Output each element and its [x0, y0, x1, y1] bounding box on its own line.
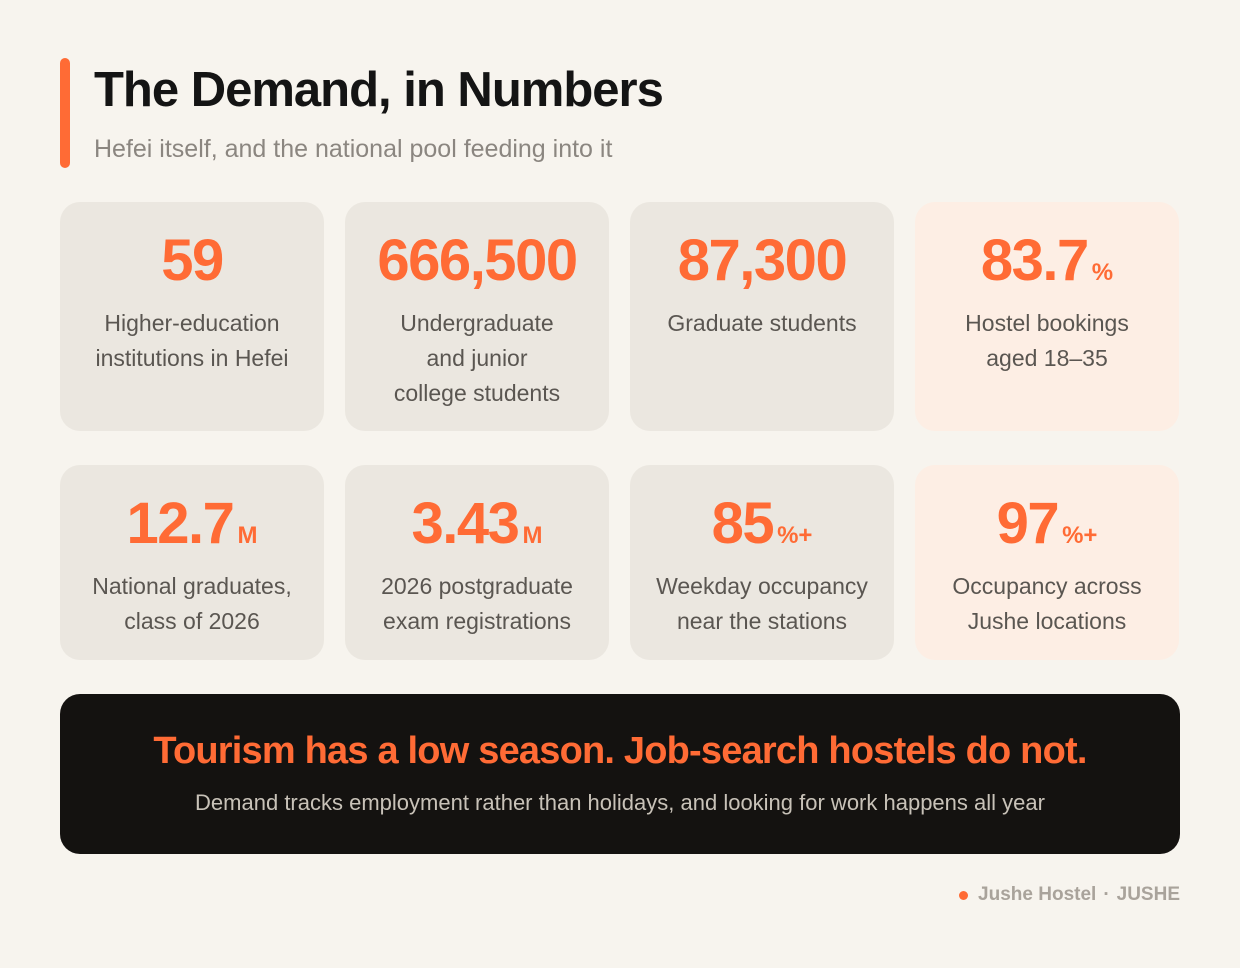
page-title: The Demand, in Numbers: [94, 63, 664, 117]
stat-label: Higher-education institutions in Hefei: [60, 306, 324, 376]
stat-label-line: Higher-education: [104, 310, 280, 336]
stat-label: Undergraduate and junior college student…: [345, 306, 609, 411]
stat-figure: 3.43 M: [345, 491, 609, 557]
stat-label-line: Jushe locations: [967, 608, 1127, 634]
footer-dot-icon: [959, 890, 969, 900]
stat-label-line: National graduates,: [92, 573, 292, 599]
stat-card-hostel-bookings: 83.7% Hostel bookings aged 18–35: [915, 202, 1179, 431]
stat-label-line: Hostel bookings: [965, 310, 1129, 336]
stat-figure: 59: [60, 228, 324, 294]
stat-card-weekday-occupancy: 85 %+ Weekday occupancy near the stations: [630, 465, 894, 660]
stat-card-institutions: 59 Higher-education institutions in Hefe…: [60, 202, 324, 431]
stat-value: 85: [711, 491, 775, 556]
stat-card-jushe-occupancy: 97 %+ Occupancy across Jushe locations: [915, 465, 1179, 660]
stat-label-line: 2026 postgraduate: [381, 573, 573, 599]
stat-value: 83.7: [980, 228, 1089, 293]
stat-figure: 12.7 M: [60, 491, 324, 557]
accent-bar: [60, 58, 70, 168]
banner-subtext: Demand tracks employment rather than hol…: [195, 790, 1045, 815]
stat-label-line: aged 18–35: [986, 345, 1108, 371]
stat-figure: 87,300: [630, 228, 894, 294]
stat-label-line: exam registrations: [383, 608, 571, 634]
stat-figure: 85 %+: [630, 491, 894, 557]
stat-label-line: institutions in Hefei: [95, 345, 289, 371]
footer-separator: ·: [1103, 884, 1110, 905]
stat-label: National graduates, class of 2026: [60, 569, 324, 639]
footer-tag: JUSHE: [1116, 884, 1180, 905]
stat-label-line: Weekday occupancy: [656, 573, 868, 599]
stat-figure: 97 %+: [915, 491, 1179, 557]
stat-label-line: college students: [393, 380, 561, 406]
stat-value: 97: [996, 491, 1060, 556]
stat-label-line: Graduate students: [667, 310, 857, 336]
stat-label: 2026 postgraduate exam registrations: [345, 569, 609, 639]
stat-suffix: M: [237, 522, 258, 549]
stat-suffix: M: [522, 522, 543, 549]
stat-card-undergraduates: 666,500 Undergraduate and junior college…: [345, 202, 609, 431]
banner-headline: Tourism has a low season. Job-search hos…: [153, 730, 1087, 772]
stat-card-national-graduates: 12.7 M National graduates, class of 2026: [60, 465, 324, 660]
stat-label-line: Undergraduate: [400, 310, 554, 336]
callout-banner: Tourism has a low season. Job-search hos…: [60, 694, 1180, 854]
stat-label-line: class of 2026: [124, 608, 260, 634]
stat-label-line: and junior: [426, 345, 528, 371]
stat-suffix: %+: [777, 522, 813, 549]
stat-suffix: %: [1091, 259, 1114, 286]
page-subtitle: Hefei itself, and the national pool feed…: [94, 135, 613, 163]
stat-label: Occupancy across Jushe locations: [915, 569, 1179, 639]
stat-value: 12.7: [126, 491, 235, 556]
stat-value: 3.43: [411, 491, 520, 556]
stat-value: 666,500: [377, 228, 578, 293]
stat-card-exam-registrations: 3.43 M 2026 postgraduate exam registratio…: [345, 465, 609, 660]
stat-label: Hostel bookings aged 18–35: [915, 306, 1179, 376]
stat-value: 87,300: [677, 228, 848, 293]
footer-brand: Jushe Hostel: [978, 884, 1097, 905]
stat-figure: 666,500: [345, 228, 609, 294]
stat-value: 59: [161, 228, 224, 293]
stat-figure: 83.7%: [915, 228, 1179, 294]
stat-suffix: %+: [1062, 522, 1098, 549]
stat-label: Weekday occupancy near the stations: [630, 569, 894, 639]
footer: Jushe Hostel · JUSHE: [959, 884, 1180, 906]
stat-label-line: near the stations: [676, 608, 848, 634]
stat-label: Graduate students: [630, 306, 894, 341]
stat-card-graduate-students: 87,300 Graduate students: [630, 202, 894, 431]
stat-label-line: Occupancy across: [952, 573, 1142, 599]
